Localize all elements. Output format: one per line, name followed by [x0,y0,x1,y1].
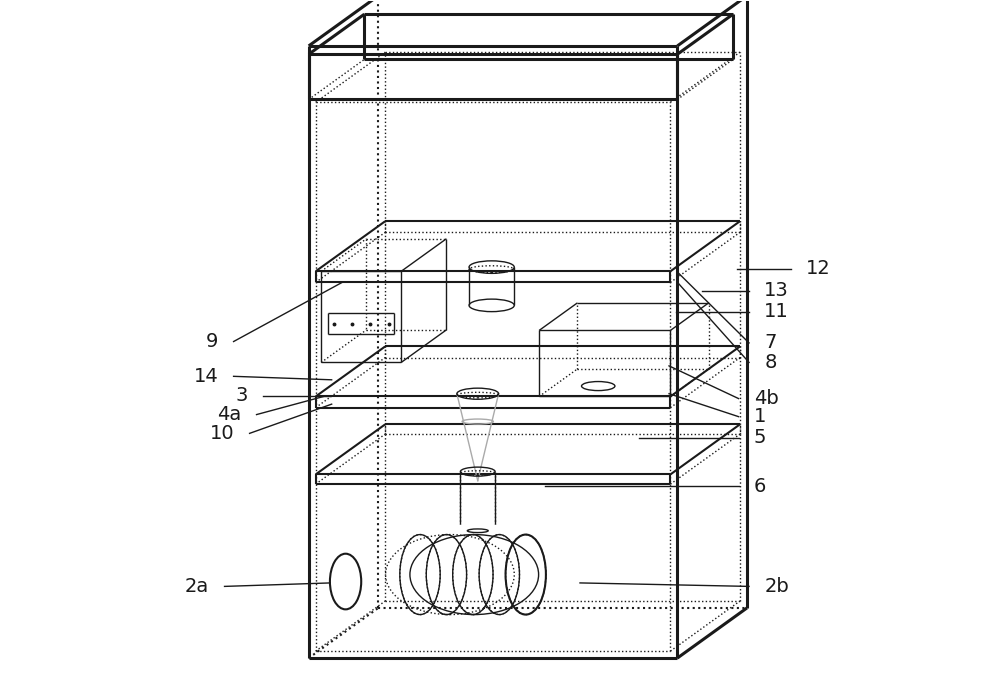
Text: 13: 13 [764,282,789,300]
Text: 14: 14 [194,367,218,386]
Text: 6: 6 [754,477,766,496]
Text: 8: 8 [764,353,777,372]
Text: 11: 11 [764,302,789,321]
Text: 12: 12 [806,259,831,278]
Text: 4b: 4b [754,389,779,408]
Text: 1: 1 [754,407,766,426]
Text: 2a: 2a [185,577,209,596]
Text: 9: 9 [206,332,218,351]
Text: 4a: 4a [217,405,241,424]
Text: 10: 10 [210,424,234,443]
Text: 7: 7 [764,333,777,353]
Text: 5: 5 [754,428,766,447]
Text: 2b: 2b [764,577,789,596]
Text: 3: 3 [236,386,248,405]
